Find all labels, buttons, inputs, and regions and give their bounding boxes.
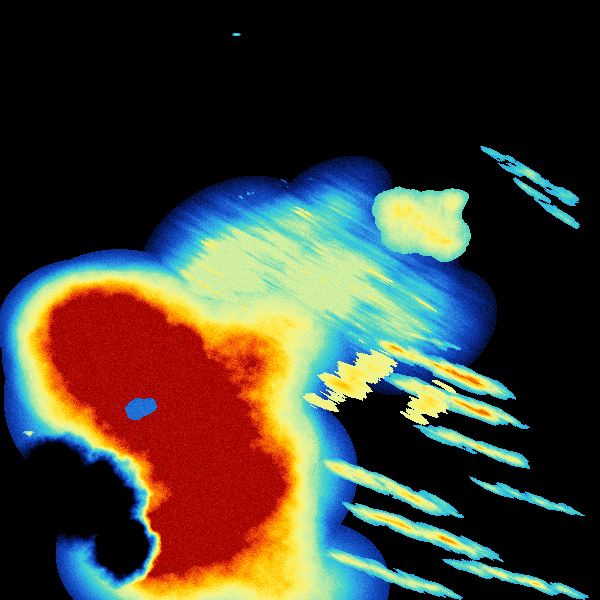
radar-reflectivity-heatmap bbox=[0, 0, 600, 600]
radar-reflectivity-view bbox=[0, 0, 600, 600]
